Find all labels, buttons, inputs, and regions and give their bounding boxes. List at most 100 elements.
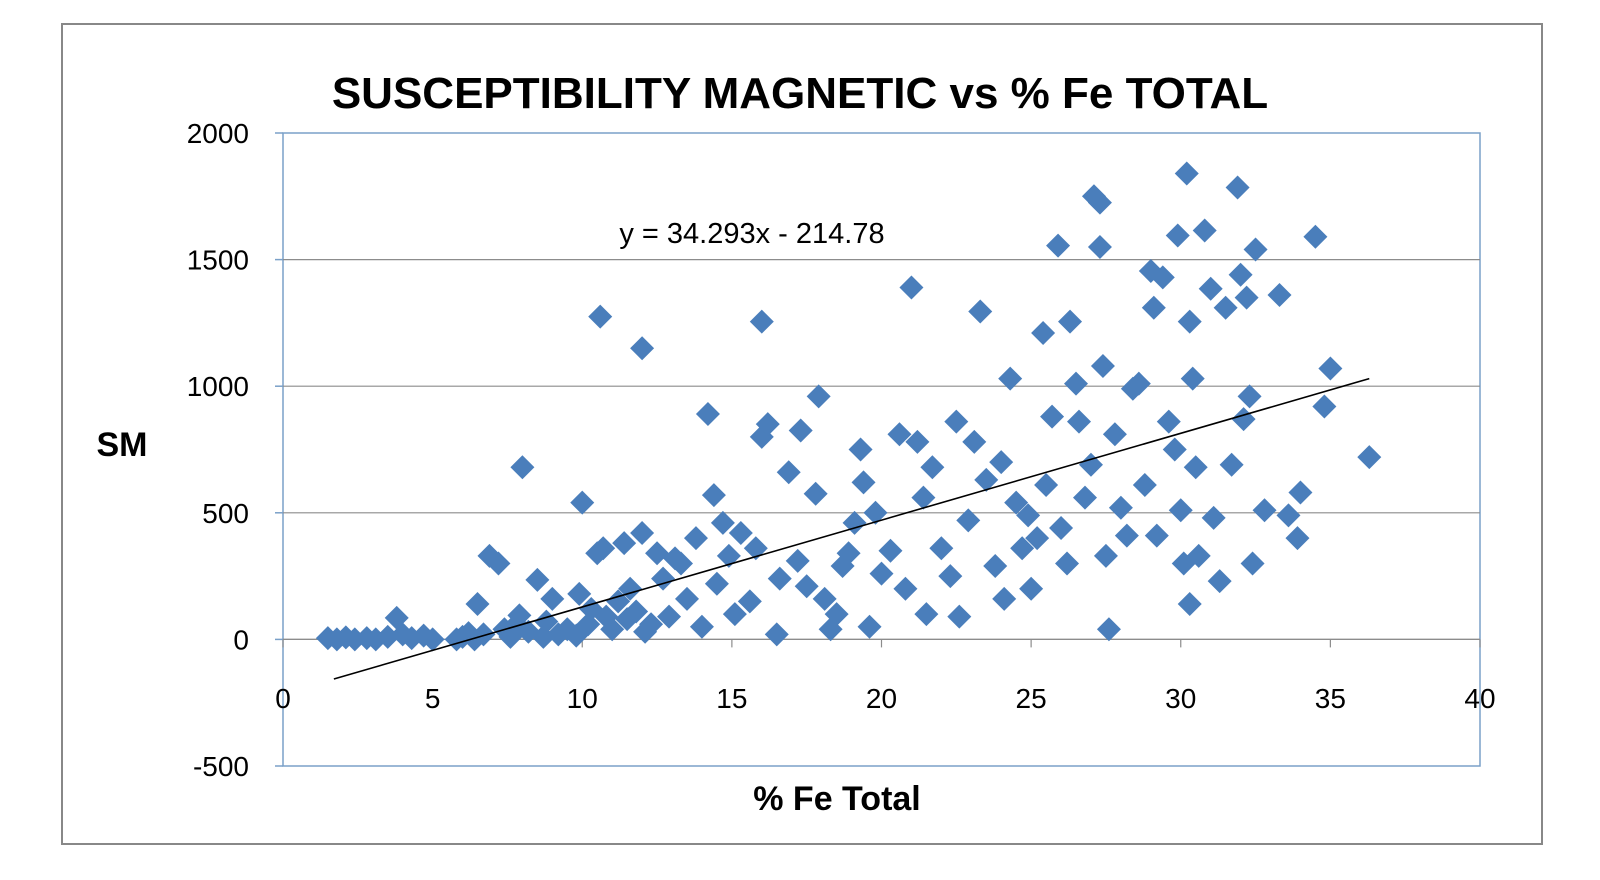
data-point: [1108, 495, 1133, 520]
data-point: [507, 603, 532, 628]
data-point: [710, 510, 735, 535]
data-point: [1288, 480, 1313, 505]
data-point: [591, 536, 616, 561]
data-point: [776, 460, 801, 485]
data-point: [1186, 543, 1211, 568]
data-point: [1207, 569, 1232, 594]
data-point: [1243, 237, 1268, 262]
data-point: [863, 500, 888, 525]
plot-area: -500 0 500 1000 1500 2000 0 5 10 15 20 25 30 35 40: [187, 118, 1496, 782]
data-point: [1162, 437, 1187, 462]
data-point: [992, 586, 1017, 611]
data-point: [755, 412, 780, 437]
data-point: [947, 604, 972, 629]
data-point: [1357, 445, 1382, 470]
y-tick-label: 2000: [187, 118, 249, 149]
plot-border: [282, 132, 1481, 767]
data-point: [767, 566, 792, 591]
data-point: [683, 526, 708, 551]
data-point: [749, 309, 774, 334]
data-point: [1072, 485, 1097, 510]
data-point: [785, 548, 810, 573]
data-point: [1318, 356, 1343, 381]
data-point: [689, 614, 714, 639]
data-point: [1174, 161, 1199, 186]
data-point: [1165, 223, 1190, 248]
data-point: [794, 574, 819, 599]
data-point: [1225, 175, 1250, 200]
data-point: [722, 602, 747, 627]
data-point: [695, 402, 720, 427]
data-point: [639, 612, 664, 637]
data-point: [1046, 233, 1071, 258]
data-point: [674, 586, 699, 611]
data-point: [914, 602, 939, 627]
data-point: [851, 470, 876, 495]
data-point: [1019, 576, 1044, 601]
data-point: [588, 304, 613, 329]
x-tick-label: 15: [716, 683, 747, 714]
data-point: [962, 429, 987, 454]
data-point: [1168, 498, 1193, 523]
data-point: [1055, 551, 1080, 576]
data-point: [1303, 224, 1328, 249]
data-point: [510, 455, 535, 480]
data-point: [998, 366, 1023, 391]
data-point: [806, 384, 831, 409]
data-point: [1078, 452, 1103, 477]
data-point: [869, 561, 894, 586]
y-tick-label: 0: [233, 624, 249, 655]
data-point: [1177, 591, 1202, 616]
data-point: [1201, 505, 1226, 530]
data-point: [929, 536, 954, 561]
data-point: [525, 567, 550, 592]
data-point: [824, 602, 849, 627]
data-point: [570, 490, 595, 515]
data-point: [887, 422, 912, 447]
data-point: [1156, 409, 1181, 434]
data-point: [1177, 309, 1202, 334]
data-point: [737, 589, 762, 614]
chart-title: SUSCEPTIBILITY MAGNETIC vs % Fe TOTAL: [332, 69, 1268, 118]
data-point: [1114, 523, 1139, 548]
data-point: [1276, 503, 1301, 528]
data-point: [701, 483, 726, 508]
data-point: [1240, 551, 1265, 576]
x-tick-label: 20: [866, 683, 897, 714]
data-point: [1237, 384, 1262, 409]
data-point: [878, 538, 903, 563]
data-point: [893, 576, 918, 601]
data-point: [1285, 526, 1310, 551]
data-point: [669, 551, 694, 576]
data-point: [1010, 536, 1035, 561]
data-point: [375, 624, 400, 649]
data-point: [764, 622, 789, 647]
y-tick-label: -500: [193, 751, 249, 782]
data-point: [1040, 404, 1065, 429]
data-point: [630, 521, 655, 546]
data-point: [1192, 218, 1217, 243]
data-point: [600, 617, 625, 642]
data-point: [486, 551, 511, 576]
data-point: [857, 614, 882, 639]
data-point: [1180, 366, 1205, 391]
data-point: [989, 450, 1014, 475]
data-point: [1312, 394, 1337, 419]
data-point: [1004, 490, 1029, 515]
data-point: [471, 622, 496, 647]
data-point: [1198, 276, 1223, 301]
data-point: [420, 627, 445, 652]
data-point: [1228, 262, 1253, 287]
y-axis-title: SM: [97, 426, 148, 464]
data-point: [848, 437, 873, 462]
data-point: [944, 409, 969, 434]
data-point: [1087, 190, 1112, 215]
x-tick-label: 5: [425, 683, 441, 714]
data-point: [1219, 452, 1244, 477]
data-point: [938, 564, 963, 589]
data-point: [911, 485, 936, 510]
trendline-equation: y = 34.293x - 214.78: [619, 218, 884, 250]
data-point: [1058, 309, 1083, 334]
data-point: [1126, 371, 1151, 396]
